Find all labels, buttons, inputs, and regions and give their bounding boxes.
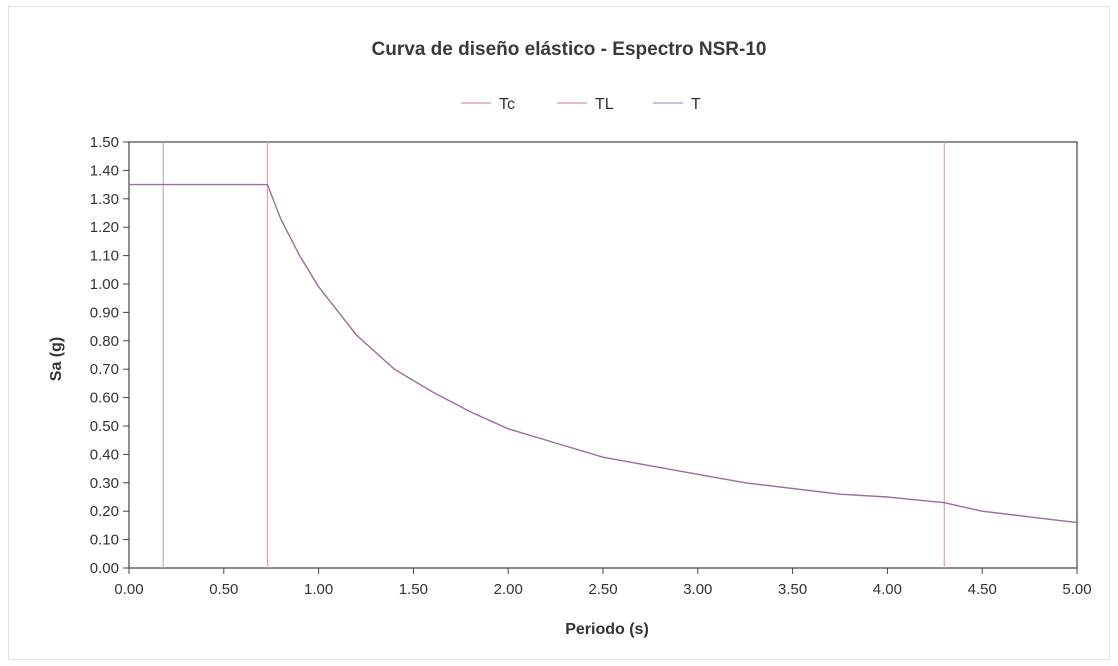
series-group (128, 183, 1078, 524)
data-point (508, 428, 509, 429)
x-tick-label: 4.50 (968, 581, 997, 598)
y-tick-label: 0.30 (90, 475, 119, 492)
data-point (697, 474, 698, 475)
legend: Tc TL T (461, 96, 701, 113)
data-point (280, 218, 281, 219)
y-tick-label: 0.50 (90, 418, 119, 435)
x-tick-label: 3.50 (778, 581, 807, 598)
vertical-lines (162, 142, 945, 568)
x-tick-label: 0.50 (209, 581, 238, 598)
y-tick-label: 1.40 (90, 162, 119, 179)
x-tick-label: 1.00 (304, 581, 333, 598)
data-point (745, 482, 746, 483)
legend-label-t: T (691, 96, 701, 113)
legend-label-tl: TL (595, 96, 614, 113)
legend-label-tc: Tc (499, 96, 515, 113)
y-tick-label: 0.20 (90, 503, 119, 520)
x-axis: 0.00 0.50 1.00 1.50 2.00 2.50 3.00 3.50 4.00 4.50… (114, 568, 1092, 598)
y-tick-label: 1.50 (90, 134, 119, 151)
data-point (887, 496, 888, 497)
data-point (394, 369, 395, 370)
y-tick-label: 0.40 (90, 446, 119, 463)
data-point (982, 511, 983, 512)
data-point (128, 184, 129, 185)
x-tick-label: 4.00 (873, 581, 902, 598)
data-point (1029, 516, 1030, 517)
data-point (555, 442, 556, 443)
plot-border (128, 141, 1078, 569)
x-tick-label: 0.00 (114, 581, 143, 598)
y-tick-label: 0.90 (90, 304, 119, 321)
x-tick-label: 2.50 (588, 581, 617, 598)
data-point (944, 502, 945, 503)
y-tick-label: 0.60 (90, 390, 119, 407)
chart-frame: Curva de diseño elástico - Espectro NSR-… (8, 6, 1110, 660)
data-point (356, 335, 357, 336)
y-tick-label: 0.10 (90, 532, 119, 549)
y-tick-label: 0.70 (90, 361, 119, 378)
data-point (602, 457, 603, 458)
data-point (267, 184, 268, 185)
y-axis-title: Sa (g) (48, 337, 65, 381)
data-point (1076, 522, 1077, 523)
chart-svg: Curva de diseño elástico - Espectro NSR-… (48, 39, 1092, 638)
x-tick-label: 3.00 (683, 581, 712, 598)
y-tick-label: 1.30 (90, 191, 119, 208)
data-point (470, 411, 471, 412)
y-tick-label: 0.80 (90, 333, 119, 350)
series-line-spectrum (129, 183, 1078, 524)
x-tick-label: 5.00 (1062, 581, 1091, 598)
y-axis: 0.00 0.10 0.20 0.30 0.40 0.50 0.60 0.70 0.80 0.90… (90, 134, 129, 577)
data-point (318, 286, 319, 287)
y-tick-label: 1.00 (90, 276, 119, 293)
y-tick-label: 0.00 (90, 560, 119, 577)
data-point (299, 255, 300, 256)
data-point (839, 494, 840, 495)
x-tick-label: 1.50 (399, 581, 428, 598)
chart-title: Curva de diseño elástico - Espectro NSR-… (372, 39, 767, 60)
data-point (792, 488, 793, 489)
x-tick-label: 2.00 (494, 581, 523, 598)
x-axis-title: Periodo (s) (565, 621, 649, 638)
plot-area (128, 141, 1078, 569)
y-tick-label: 1.20 (90, 219, 119, 236)
data-point (432, 391, 433, 392)
y-tick-label: 1.10 (90, 248, 119, 265)
data-point (650, 465, 651, 466)
